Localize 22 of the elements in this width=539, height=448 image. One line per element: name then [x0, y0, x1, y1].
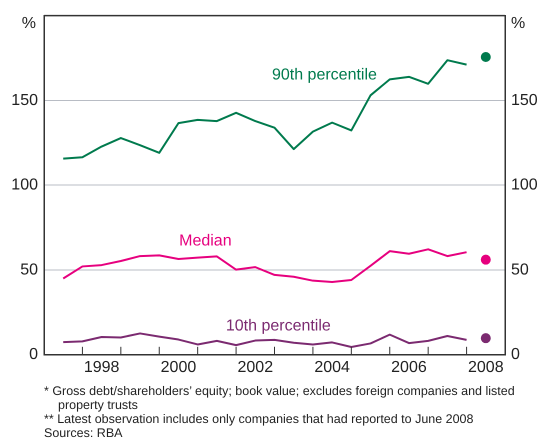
y2-tick-label: 0	[511, 346, 520, 364]
series-label: 10th percentile	[226, 317, 331, 334]
y-tick-label: 0	[29, 346, 38, 364]
y2-tick-label: 150	[511, 92, 538, 109]
y-tick-label: 100	[11, 176, 38, 194]
x-tick-label: 1998	[84, 358, 120, 376]
y-tick-label: 150	[11, 92, 38, 109]
x-tick-label: 2008	[468, 358, 504, 376]
y2-axis-title: %	[511, 15, 526, 32]
y-axis-title: %	[22, 15, 36, 32]
x-tick-label: 2006	[391, 358, 427, 376]
series-label: Median	[179, 232, 232, 250]
x-tick-label: 2000	[160, 358, 196, 376]
text: ** Latest observation includes only companies that had reported to June 2008	[44, 412, 474, 426]
y2-tick-label: 50	[511, 261, 529, 278]
x-tick-label: 2002	[237, 358, 274, 376]
y2-tick-label: 100	[511, 176, 538, 194]
y-tick-label: 50	[20, 261, 38, 278]
x-tick-label: 2004	[314, 358, 350, 376]
source-note: Sources: RBA	[44, 426, 124, 440]
series-label: 90th percentile	[272, 66, 378, 84]
text: * Gross debt/shareholders’ equity; book value; excludes foreign companies and listed property trusts	[44, 384, 516, 412]
